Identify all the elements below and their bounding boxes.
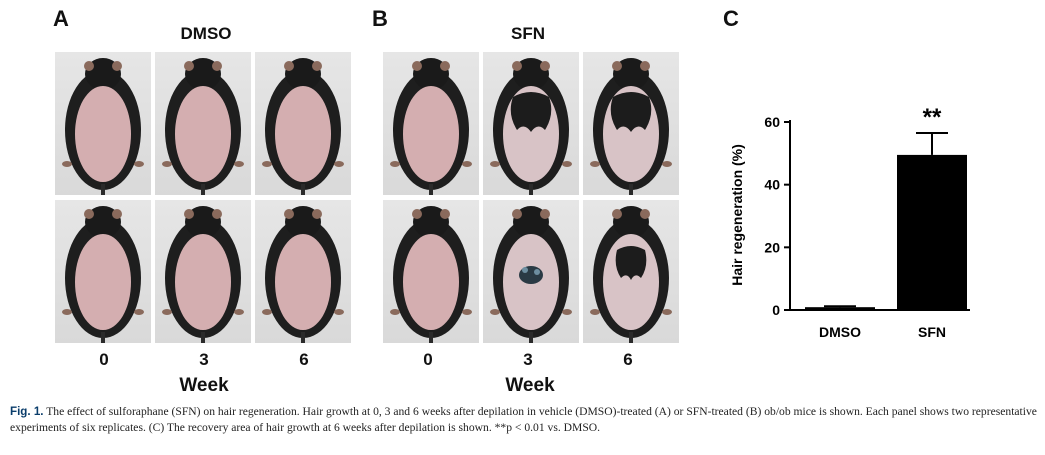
caption-text: The effect of sulforaphane (SFN) on hair… xyxy=(10,405,1037,434)
panel-a-title: DMSO xyxy=(180,24,232,43)
caption-label: Fig. 1. xyxy=(10,405,44,418)
panel-b-tick-3: 3 xyxy=(523,350,533,369)
figure-caption: Fig. 1. The effect of sulforaphane (SFN)… xyxy=(10,404,1040,436)
panel-b-tick-6: 6 xyxy=(623,350,633,369)
panel-b-tick-0: 0 xyxy=(423,350,433,369)
panel-c-letter: C xyxy=(723,6,739,31)
mouse-photo xyxy=(255,52,351,195)
mouse-photo xyxy=(255,200,351,343)
panel-a-tick-0: 0 xyxy=(99,350,109,369)
mouse-photo xyxy=(483,52,579,195)
mouse-photo xyxy=(483,200,579,343)
mouse-photo xyxy=(583,200,679,343)
mouse-photo xyxy=(383,52,479,195)
mouse-photo xyxy=(155,200,251,343)
y-tick-label: 40 xyxy=(764,177,780,193)
mouse-photo xyxy=(55,200,151,343)
bar xyxy=(805,307,875,310)
panel-a-xlabel: Week xyxy=(179,375,229,396)
panel-b-title: SFN xyxy=(511,24,545,43)
y-axis-label: Hair regeneration (%) xyxy=(729,144,745,286)
x-tick-label: SFN xyxy=(918,324,946,340)
panel-a-tick-3: 3 xyxy=(199,350,209,369)
y-tick-label: 60 xyxy=(764,114,780,130)
x-tick-label: DMSO xyxy=(819,324,861,340)
panel-a-tick-6: 6 xyxy=(299,350,309,369)
significance-label: ** xyxy=(923,104,942,131)
y-tick-label: 0 xyxy=(772,302,780,318)
mouse-photo xyxy=(583,52,679,195)
mouse-photo xyxy=(383,200,479,343)
y-tick-label: 20 xyxy=(764,239,780,255)
mouse-photo xyxy=(55,52,151,195)
mouse-photo xyxy=(155,52,251,195)
panel-b-xlabel: Week xyxy=(505,375,555,396)
bar-chart: Hair regeneration (%) 0 20 40 60 DMSO SFN ** xyxy=(729,104,970,340)
bar xyxy=(897,154,967,310)
panel-b-letter: B xyxy=(372,6,388,31)
panel-a-letter: A xyxy=(53,6,69,31)
